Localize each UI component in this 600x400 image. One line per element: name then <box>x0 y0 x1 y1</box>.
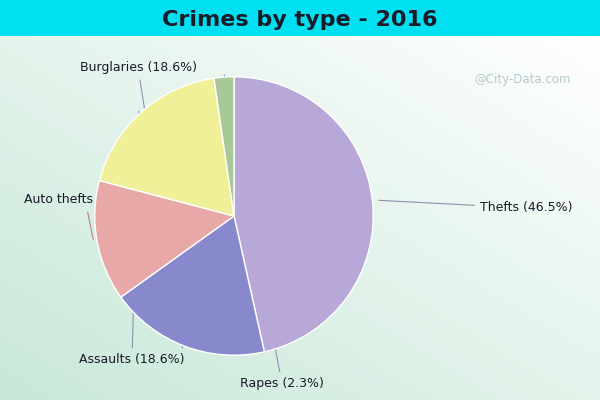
Wedge shape <box>95 180 234 297</box>
Wedge shape <box>121 216 265 355</box>
Wedge shape <box>214 77 234 216</box>
Text: Thefts (46.5%): Thefts (46.5%) <box>379 200 572 214</box>
Wedge shape <box>234 77 373 352</box>
Wedge shape <box>100 78 234 216</box>
Text: Crimes by type - 2016: Crimes by type - 2016 <box>162 10 438 30</box>
Text: @City-Data.com: @City-Data.com <box>474 73 570 86</box>
Text: Burglaries (18.6%): Burglaries (18.6%) <box>79 62 197 348</box>
Text: Assaults (18.6%): Assaults (18.6%) <box>79 111 185 366</box>
Text: Rapes (2.3%): Rapes (2.3%) <box>224 75 324 390</box>
Text: Auto thefts (14.0%): Auto thefts (14.0%) <box>24 194 146 240</box>
